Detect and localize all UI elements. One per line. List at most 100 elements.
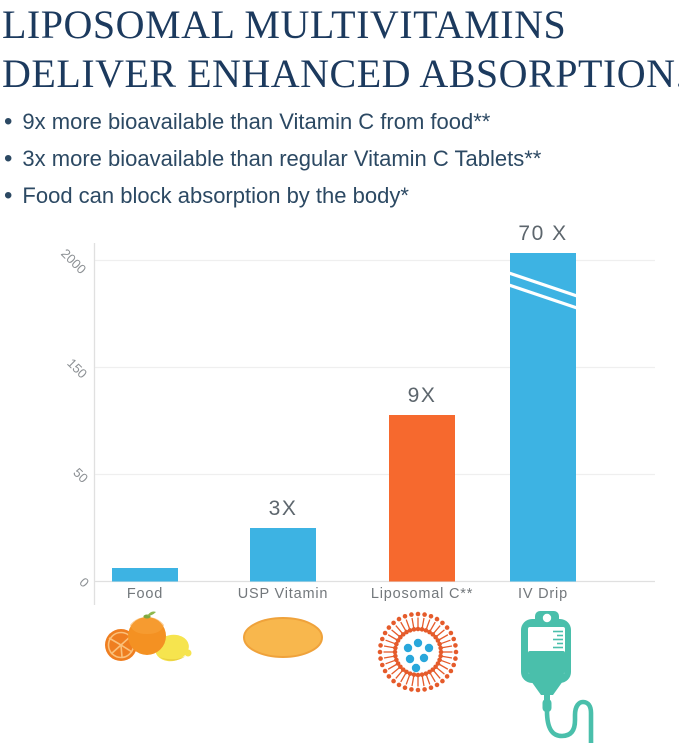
bar-iv-drip [510, 253, 576, 582]
lipid-outer-dot [409, 687, 414, 692]
lipid-tail [405, 619, 411, 629]
lipid-tail [383, 645, 394, 649]
lipid-tail [441, 659, 451, 665]
orange-whole [128, 611, 166, 655]
lipid-inner-dot [395, 638, 401, 643]
bullet-text-3: Food can block absorption by the body* [22, 183, 409, 208]
lipid-tail [436, 629, 445, 637]
y-tick-label: 0 [76, 574, 92, 590]
lipid-outer-dot [422, 612, 427, 617]
page-title: LIPOSOMAL MULTIVITAMINS DELIVER ENHANCED… [2, 0, 679, 98]
lipid-inner-dot [438, 649, 444, 655]
lipid-tail [433, 625, 441, 634]
y-tick-label: 50 [70, 465, 91, 486]
lipid-tail [441, 639, 451, 645]
bar-value-label: 70 X [518, 222, 567, 245]
lipid-tail [442, 645, 453, 649]
lipid-outer-dot [448, 668, 454, 674]
lipid-tail [436, 667, 445, 675]
lipid-inner-dot [415, 626, 421, 632]
lipid-outer-dot [440, 678, 445, 684]
bullet-dot-icon: • [4, 182, 13, 209]
lipid-inner-dot [404, 629, 409, 635]
lipid-outer-dot [434, 616, 440, 622]
lipid-inner-dot [438, 645, 443, 651]
lipid-tail [405, 675, 411, 685]
lipid-outer-dot [428, 685, 434, 691]
lipid-outer-dot [451, 662, 457, 668]
y-tick-label: 2000 [58, 246, 89, 277]
lipid-inner-dot [419, 672, 425, 677]
lipid-tail [391, 667, 400, 675]
lipid-outer-dot [428, 613, 434, 619]
oranges-and-lemon-icon [105, 611, 192, 662]
lipid-outer-dot [391, 620, 396, 626]
lipid-inner-dot [430, 632, 436, 637]
lipid-inner-dot [398, 634, 403, 640]
lipid-outer-dot [382, 668, 388, 674]
lipid-outer-dot [391, 678, 396, 684]
bullet-item-1: • 9x more bioavailable than Vitamin C fr… [4, 103, 541, 140]
lipid-outer-dot [453, 643, 458, 648]
lipid-tail [395, 625, 403, 634]
lipid-outer-dot [453, 649, 459, 655]
bar-usp-vitamin [250, 528, 316, 582]
lipid-outer-dot [409, 612, 414, 617]
bullet-item-2: • 3x more bioavailable than regular Vita… [4, 140, 541, 177]
category-label: IV Drip [518, 586, 568, 602]
lipid-outer-dot [396, 682, 402, 688]
lipid-tail [425, 619, 431, 629]
vitamin-particle-dot [405, 654, 415, 664]
lipid-tail [421, 617, 425, 628]
lipid-tail [429, 621, 436, 631]
title-line-1: LIPOSOMAL MULTIVITAMINS [2, 2, 567, 47]
lipid-inner-dot [430, 667, 436, 672]
lipid-outer-dot [415, 611, 421, 617]
lipid-tail [387, 663, 397, 670]
lipid-inner-dot [404, 669, 409, 675]
lipid-inner-dot [400, 632, 406, 637]
iv-bag [521, 611, 571, 712]
lipid-inner-dot [423, 628, 429, 633]
bullet-dot-icon: • [4, 145, 13, 172]
lipid-tail [411, 676, 415, 687]
category-label: Food [127, 586, 163, 602]
iv-drip-bag-icon [521, 611, 594, 743]
lipid-inner-dot [407, 671, 413, 676]
liposome-icon [377, 611, 459, 693]
lipid-outer-dot [378, 656, 383, 661]
bar-value-label: 9X [408, 384, 437, 407]
y-tick-label: 150 [64, 355, 90, 381]
lipid-tail [383, 655, 394, 659]
lipid-inner-dot [419, 627, 425, 632]
lipid-outer-dot [451, 636, 457, 642]
lipid-inner-dot [393, 645, 398, 651]
lipid-outer-dot [382, 630, 388, 636]
lipid-outer-dot [379, 662, 385, 668]
lipid-tail [391, 629, 400, 637]
lipid-tail [439, 634, 449, 641]
vitamin-particle-dot [413, 638, 423, 648]
lipid-outer-dot [386, 674, 392, 679]
vitamin-particle-dot [419, 653, 429, 663]
lipid-outer-dot [379, 636, 385, 642]
lipid-inner-dot [437, 657, 442, 663]
lipid-inner-dot [435, 661, 441, 666]
lipid-outer-dot [378, 643, 383, 648]
bar-chart: 0 50 150 2000 Food 3X USP Vitamin 9X Liposomal C… [58, 222, 655, 605]
lipid-tail [395, 670, 403, 679]
lipid-tail [385, 639, 395, 645]
lipid-tail [442, 655, 453, 659]
lipid-inner-dot [433, 664, 438, 670]
benefit-bullet-list: • 9x more bioavailable than Vitamin C fr… [4, 103, 541, 214]
lipid-outer-dot [377, 649, 383, 655]
axis-break-mark [505, 270, 581, 299]
lipid-inner-dot [400, 667, 406, 672]
lipid-inner-dot [398, 664, 403, 670]
lipid-inner-dot [427, 669, 432, 675]
iv-tube [544, 699, 594, 743]
lipid-inner-dot [394, 641, 399, 647]
lipid-inner-dot [411, 627, 417, 632]
bar-food [112, 568, 178, 582]
